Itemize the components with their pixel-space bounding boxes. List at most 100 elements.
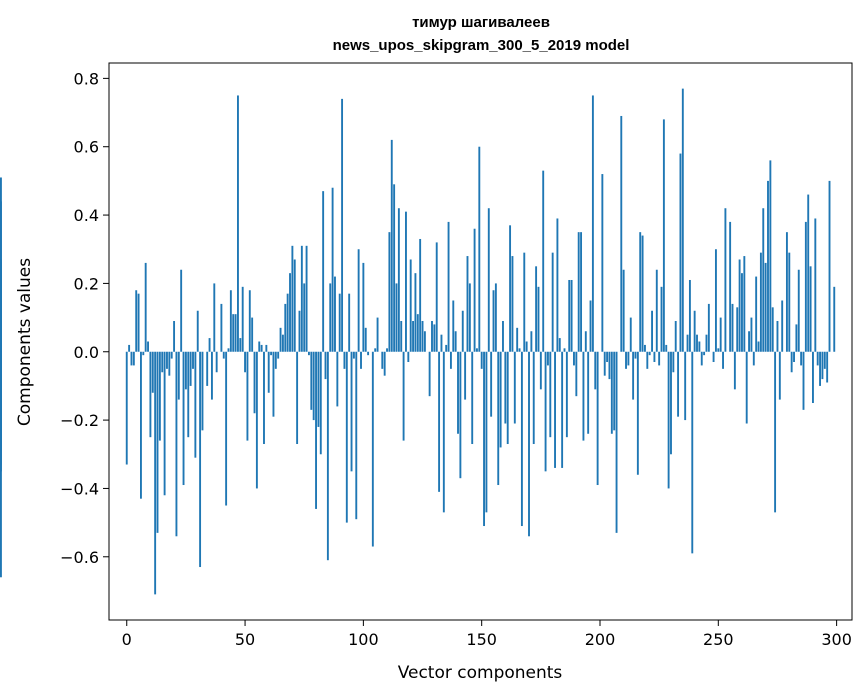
bar-28 bbox=[192, 351, 194, 369]
bar-179 bbox=[549, 351, 552, 438]
bar-106 bbox=[376, 317, 379, 352]
bar-52 bbox=[248, 290, 251, 352]
bar-268 bbox=[759, 252, 762, 352]
bar-8 bbox=[144, 262, 147, 352]
bar-59 bbox=[265, 344, 268, 352]
bar-185 bbox=[563, 348, 566, 352]
bar-133 bbox=[440, 334, 443, 352]
bar-100 bbox=[362, 262, 365, 352]
bar-220 bbox=[646, 351, 649, 369]
bar-255 bbox=[729, 221, 732, 352]
bar-18 bbox=[168, 351, 171, 376]
bar-73 bbox=[298, 310, 301, 352]
bar-159 bbox=[502, 321, 504, 352]
bar-19 bbox=[170, 351, 173, 359]
bar-87 bbox=[331, 187, 334, 352]
bar-152 bbox=[485, 351, 488, 513]
bar-60 bbox=[267, 351, 270, 393]
y-axis-ticks: −0.6 −0.4 −0.2 0.0 0.2 0.4 0.6 0.8 bbox=[60, 69, 109, 567]
bar-111 bbox=[388, 232, 391, 352]
bar-237 bbox=[686, 334, 689, 352]
bar-212 bbox=[627, 351, 630, 366]
bar-121 bbox=[412, 321, 415, 352]
bar-215 bbox=[634, 351, 637, 359]
bar-141 bbox=[459, 351, 462, 479]
bar-283 bbox=[795, 324, 798, 352]
bar-15 bbox=[161, 351, 164, 373]
bar-230 bbox=[670, 351, 672, 455]
bar-22 bbox=[177, 351, 180, 400]
bar-238 bbox=[688, 279, 691, 352]
bar-115 bbox=[397, 208, 400, 352]
bar-154 bbox=[490, 351, 493, 417]
bar-280 bbox=[788, 252, 791, 352]
bar-219 bbox=[644, 344, 646, 352]
bar-153 bbox=[487, 208, 490, 352]
x-tick-label: 150 bbox=[466, 630, 497, 649]
bar-88 bbox=[334, 276, 336, 352]
chart-subtitle: news_upos_skipgram_300_5_2019 model bbox=[333, 37, 630, 54]
bar-99 bbox=[360, 351, 362, 369]
bar-162 bbox=[509, 225, 512, 352]
bar-295 bbox=[823, 351, 826, 369]
y-axis-label: Components values bbox=[15, 258, 35, 426]
bar-44 bbox=[229, 290, 232, 352]
bar-6 bbox=[140, 351, 142, 499]
bar-175 bbox=[539, 351, 542, 390]
y-tick-label: 0.0 bbox=[74, 343, 99, 362]
bar-122 bbox=[414, 273, 417, 352]
bar-260 bbox=[741, 273, 743, 352]
bar-54 bbox=[253, 351, 256, 414]
bar-55 bbox=[255, 351, 258, 489]
bar-65 bbox=[279, 327, 282, 352]
bar-209 bbox=[620, 115, 623, 352]
bar-213 bbox=[629, 317, 632, 352]
bar-262 bbox=[745, 351, 748, 424]
bar-165 bbox=[516, 327, 519, 352]
bar-221 bbox=[648, 351, 651, 356]
bar-undefined bbox=[0, 269, 2, 352]
bar-197 bbox=[591, 95, 594, 352]
bar-10 bbox=[149, 351, 152, 438]
bar-145 bbox=[468, 283, 471, 352]
bar-171 bbox=[530, 331, 533, 352]
bar-102 bbox=[367, 351, 370, 356]
bar-134 bbox=[442, 351, 445, 513]
bar-40 bbox=[220, 303, 223, 352]
bar-293 bbox=[819, 351, 821, 386]
bar-21 bbox=[175, 351, 178, 537]
bar-286 bbox=[802, 351, 805, 410]
bar-3 bbox=[132, 351, 135, 366]
bar-231 bbox=[672, 351, 675, 373]
bar-273 bbox=[771, 307, 774, 352]
x-axis-label: Vector components bbox=[398, 663, 563, 683]
bar-130 bbox=[433, 324, 436, 352]
bar-71 bbox=[293, 259, 296, 352]
bar-63 bbox=[274, 351, 277, 369]
bar-92 bbox=[343, 351, 346, 369]
bar-89 bbox=[336, 351, 339, 407]
bar-178 bbox=[546, 351, 549, 366]
bar-101 bbox=[364, 327, 367, 352]
bar-274 bbox=[774, 351, 777, 513]
bar-189 bbox=[573, 351, 575, 366]
bar-263 bbox=[748, 331, 751, 352]
bar-223 bbox=[653, 351, 656, 362]
bar-207 bbox=[615, 351, 618, 533]
bar-269 bbox=[762, 208, 765, 352]
bar-163 bbox=[511, 256, 514, 352]
x-tick-label: 100 bbox=[348, 630, 379, 649]
bar-20 bbox=[173, 321, 176, 352]
bar-183 bbox=[558, 338, 561, 352]
bar-174 bbox=[537, 286, 540, 352]
bar-172 bbox=[532, 351, 535, 445]
bar-37 bbox=[213, 283, 216, 352]
bar-2 bbox=[130, 351, 133, 366]
bar-120 bbox=[409, 259, 412, 352]
bar-279 bbox=[785, 232, 788, 352]
bar-58 bbox=[263, 351, 265, 445]
bar-62 bbox=[272, 351, 275, 417]
y-tick-label: −0.2 bbox=[60, 411, 99, 430]
bar-229 bbox=[667, 351, 670, 489]
bar-41 bbox=[222, 351, 225, 359]
